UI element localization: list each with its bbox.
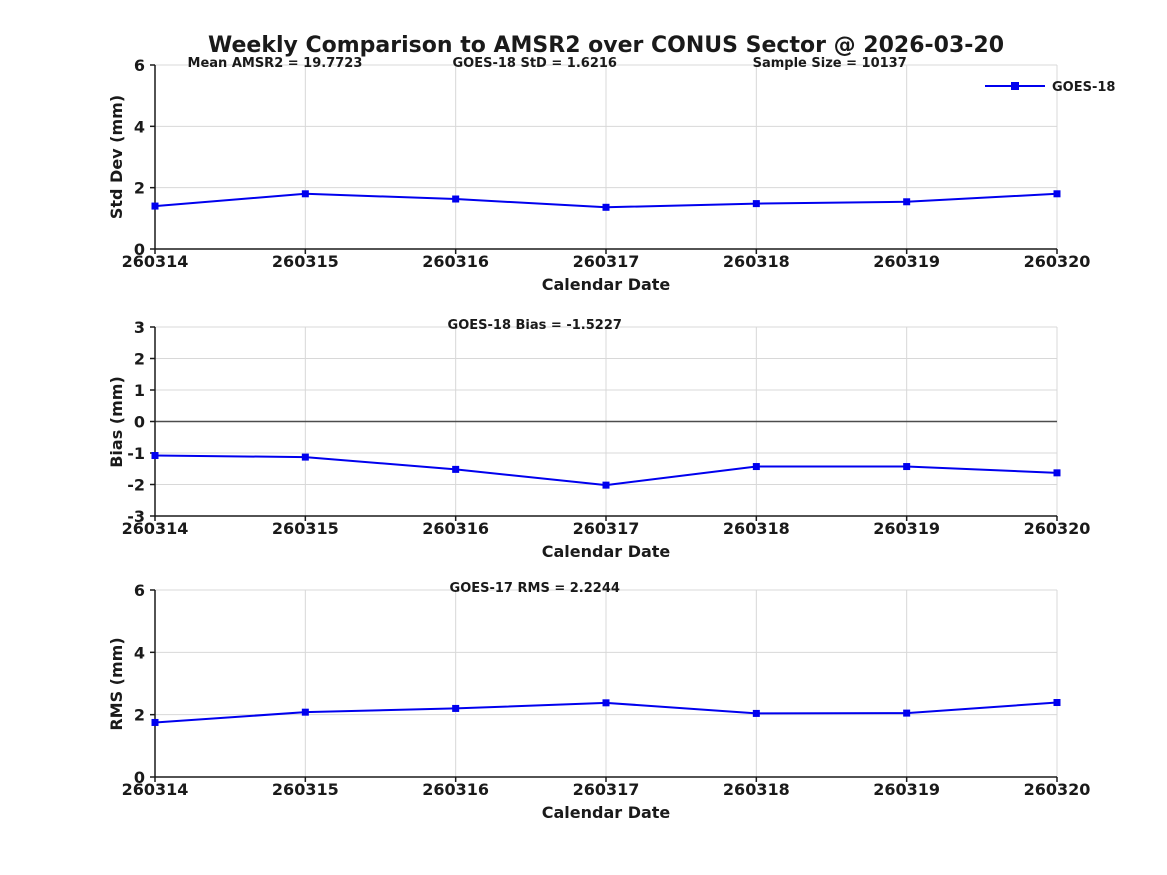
data-point-marker [151, 718, 159, 726]
x-tick-label: 260315 [272, 519, 339, 538]
data-point-marker [752, 200, 760, 208]
data-point-marker [752, 709, 760, 717]
y-tick-label: 0 [134, 413, 145, 432]
plot-rms: 260314 260315 260316 260317 260318 260319 2603… [107, 581, 1090, 822]
x-tick-label: 260316 [422, 780, 489, 799]
legend-label: GOES-18 [1052, 80, 1115, 95]
x-tick-label: 260318 [723, 780, 790, 799]
x-tick-label: 260319 [873, 519, 940, 538]
data-point-marker [301, 190, 309, 198]
x-tick-label: 260314 [122, 252, 189, 271]
data-point-marker [301, 708, 309, 716]
y-axis-label: RMS (mm) [107, 637, 126, 730]
y-tick-label: 3 [134, 318, 145, 337]
annotation-text: Sample Size = 10137 [753, 56, 907, 71]
x-tick-label: 260320 [1024, 519, 1091, 538]
x-tick-label: 260318 [723, 252, 790, 271]
x-tick-label: 260315 [272, 780, 339, 799]
y-axis-label: Bias (mm) [107, 376, 126, 468]
y-tick-label: 0 [134, 768, 145, 787]
y-tick-label: 4 [134, 643, 145, 662]
data-point-marker [903, 198, 911, 206]
x-tick-label: 260319 [873, 252, 940, 271]
data-point-marker [602, 699, 610, 707]
plot-bias: 260314 260315 260316 260317 260318 260319 2603… [107, 318, 1090, 561]
data-point-marker [1053, 190, 1061, 198]
chart-title: Weekly Comparison to AMSR2 over CONUS Se… [208, 33, 1004, 58]
annotation-text: Mean AMSR2 = 19.7723 [188, 56, 363, 71]
data-point-marker [903, 463, 911, 471]
y-tick-label: 2 [134, 350, 145, 369]
y-tick-label: -2 [127, 476, 145, 495]
annotation-text: GOES-18 Bias = -1.5227 [448, 318, 622, 333]
x-tick-label: 260316 [422, 252, 489, 271]
y-tick-label: 0 [134, 240, 145, 259]
data-point-marker [151, 202, 159, 210]
data-point-marker [903, 709, 911, 717]
x-tick-label: 260320 [1024, 252, 1091, 271]
x-tick-label: 260314 [122, 519, 189, 538]
y-tick-label: 2 [134, 706, 145, 725]
data-point-marker [151, 452, 159, 460]
data-point-marker [301, 453, 309, 461]
y-tick-label: 2 [134, 179, 145, 198]
data-point-marker [452, 195, 460, 203]
y-axis-label: Std Dev (mm) [107, 95, 126, 219]
x-tick-label: 260317 [573, 252, 640, 271]
data-point-marker [452, 704, 460, 712]
x-tick-label: 260317 [573, 519, 640, 538]
plot-stddev: 260314 260315 260316 260317 260318 260319 2603… [107, 56, 1090, 294]
data-point-marker [602, 203, 610, 211]
annotation-text: GOES-17 RMS = 2.2244 [450, 581, 620, 596]
plot-area: 260314 260315 260316 260317 260318 260319 2603… [122, 56, 1091, 271]
y-tick-label: -3 [127, 507, 145, 526]
x-axis-label: Calendar Date [542, 803, 671, 822]
x-tick-label: 260314 [122, 780, 189, 799]
x-tick-label: 260320 [1024, 780, 1091, 799]
legend: GOES-18 [985, 80, 1115, 95]
annotation-text: GOES-18 StD = 1.6216 [453, 56, 617, 71]
data-point-marker [452, 465, 460, 473]
data-point-marker [1053, 469, 1061, 477]
legend-marker [1011, 82, 1019, 90]
y-tick-label: 6 [134, 56, 145, 75]
y-tick-label: -1 [127, 444, 145, 463]
x-tick-label: 260316 [422, 519, 489, 538]
x-axis-label: Calendar Date [542, 275, 671, 294]
x-tick-label: 260319 [873, 780, 940, 799]
data-point-marker [602, 481, 610, 489]
plot-area: 260314 260315 260316 260317 260318 260319 2603… [122, 581, 1091, 799]
y-tick-label: 6 [134, 581, 145, 600]
x-tick-label: 260318 [723, 519, 790, 538]
x-tick-label: 260317 [573, 780, 640, 799]
data-point-marker [752, 463, 760, 471]
y-tick-label: 4 [134, 117, 145, 136]
x-axis-label: Calendar Date [542, 542, 671, 561]
data-point-marker [1053, 699, 1061, 707]
y-tick-label: 1 [134, 381, 145, 400]
plot-area: 260314 260315 260316 260317 260318 260319 2603… [122, 318, 1091, 538]
x-tick-label: 260315 [272, 252, 339, 271]
